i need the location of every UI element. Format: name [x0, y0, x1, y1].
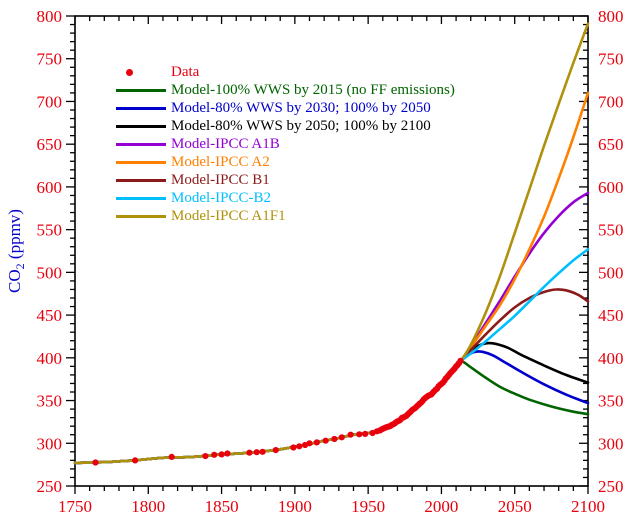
plot-frame	[74, 15, 589, 487]
x-tick-label: 2100	[571, 497, 605, 516]
legend-label: Model-80% WWS by 2050; 100% by 2100	[171, 118, 431, 134]
legend-label: Model-100% WWS by 2015 (no FF emissions)	[171, 82, 455, 98]
data-point	[246, 449, 253, 456]
series-line-1	[73, 350, 590, 465]
data-point	[224, 450, 231, 457]
y-tick-label-left: 250	[37, 477, 63, 496]
x-tick-label: 2050	[498, 497, 532, 516]
data-point	[306, 440, 313, 447]
y-tick-label-left: 650	[37, 135, 63, 154]
y-tick-label-right: 400	[598, 349, 624, 368]
y-tick-label-right: 600	[598, 178, 624, 197]
data-point	[211, 451, 218, 458]
y-tick-label-left: 450	[37, 306, 63, 325]
y-tick-label-right: 250	[598, 477, 624, 496]
legend-line-marker	[116, 142, 166, 146]
data-point	[290, 444, 297, 451]
y-tick-label-left: 700	[37, 92, 63, 111]
y-tick-label-right: 450	[598, 306, 624, 325]
y-tick-label-left: 300	[37, 434, 63, 453]
legend-line-marker	[116, 160, 166, 164]
y-tick-label-left: 500	[37, 263, 63, 282]
data-point	[132, 457, 139, 464]
legend-line-marker	[116, 106, 166, 110]
y-tick-label-right: 800	[598, 7, 624, 26]
legend-dot-marker	[116, 68, 166, 76]
data-point	[218, 451, 225, 458]
legend-item-7: Model-IPCC-B2	[116, 189, 455, 207]
x-tick-label: 1900	[278, 497, 312, 516]
legend-label: Model-IPCC A1B	[171, 136, 280, 152]
y-tick-label-left: 400	[37, 349, 63, 368]
data-point	[322, 437, 329, 444]
legend-item-5: Model-IPCC A2	[116, 153, 455, 171]
series-line-5	[73, 288, 590, 465]
legend-item-6: Model-IPCC B1	[116, 171, 455, 189]
data-point	[362, 430, 369, 437]
series-line-0	[73, 359, 590, 465]
x-tick-label: 1750	[58, 497, 92, 516]
data-point	[356, 431, 363, 438]
legend-line-marker	[116, 178, 166, 182]
data-point	[296, 443, 303, 450]
legend-label: Model-IPCC-B2	[171, 190, 272, 206]
series-line-3	[73, 191, 590, 465]
y-tick-label-right: 500	[598, 263, 624, 282]
y-tick-label-right: 350	[598, 392, 624, 411]
y-tick-label-right: 700	[598, 92, 624, 111]
data-point	[259, 448, 266, 455]
data-point	[331, 435, 338, 443]
data-point	[313, 439, 320, 446]
data-point	[253, 449, 260, 456]
data-point	[272, 447, 279, 454]
legend-item-4: Model-IPCC A1B	[116, 135, 455, 153]
data-point	[457, 357, 464, 364]
legend-item-1: Model-100% WWS by 2015 (no FF emissions)	[116, 81, 455, 99]
legend-item-0: Data	[116, 63, 455, 81]
legend-label: Model-IPCC A2	[171, 154, 270, 170]
data-point	[347, 431, 354, 438]
y-tick-label-left: 600	[37, 178, 63, 197]
legend-item-2: Model-80% WWS by 2030; 100% by 2050	[116, 99, 455, 117]
x-tick-label: 1850	[205, 497, 239, 516]
y-tick-label-right: 300	[598, 434, 624, 453]
chart-legend: Data Model-100% WWS by 2015 (no FF emissi…	[116, 63, 455, 225]
y-tick-label-left: 750	[37, 50, 63, 69]
y-tick-label-left: 550	[37, 221, 63, 240]
legend-label: Model-80% WWS by 2030; 100% by 2050	[171, 100, 431, 116]
legend-label: Model-IPCC A1F1	[171, 208, 286, 224]
y-tick-label-right: 550	[598, 221, 624, 240]
data-points	[92, 357, 464, 466]
y-axis-title: CO2 (ppmv)	[5, 209, 27, 293]
y-tick-label-right: 750	[598, 50, 624, 69]
y-tick-label-left: 800	[37, 7, 63, 26]
x-tick-label: 2000	[424, 497, 458, 516]
x-tick-label: 1800	[131, 497, 165, 516]
legend-item-3: Model-80% WWS by 2050; 100% by 2100	[116, 117, 455, 135]
data-point	[338, 434, 345, 441]
data-point	[202, 453, 209, 460]
legend-line-marker	[116, 196, 166, 200]
legend-item-8: Model-IPCC A1F1	[116, 207, 455, 225]
y-tick-label-left: 350	[37, 392, 63, 411]
data-point	[92, 459, 99, 466]
data-point	[168, 453, 175, 460]
legend-label: Model-IPCC B1	[171, 172, 270, 188]
x-tick-label: 1950	[351, 497, 385, 516]
legend-line-marker	[116, 214, 166, 218]
legend-label: Data	[171, 64, 200, 80]
series-line-2	[73, 341, 590, 465]
legend-line-marker	[116, 124, 166, 128]
legend-line-marker	[116, 88, 166, 92]
y-tick-label-right: 650	[598, 135, 624, 154]
